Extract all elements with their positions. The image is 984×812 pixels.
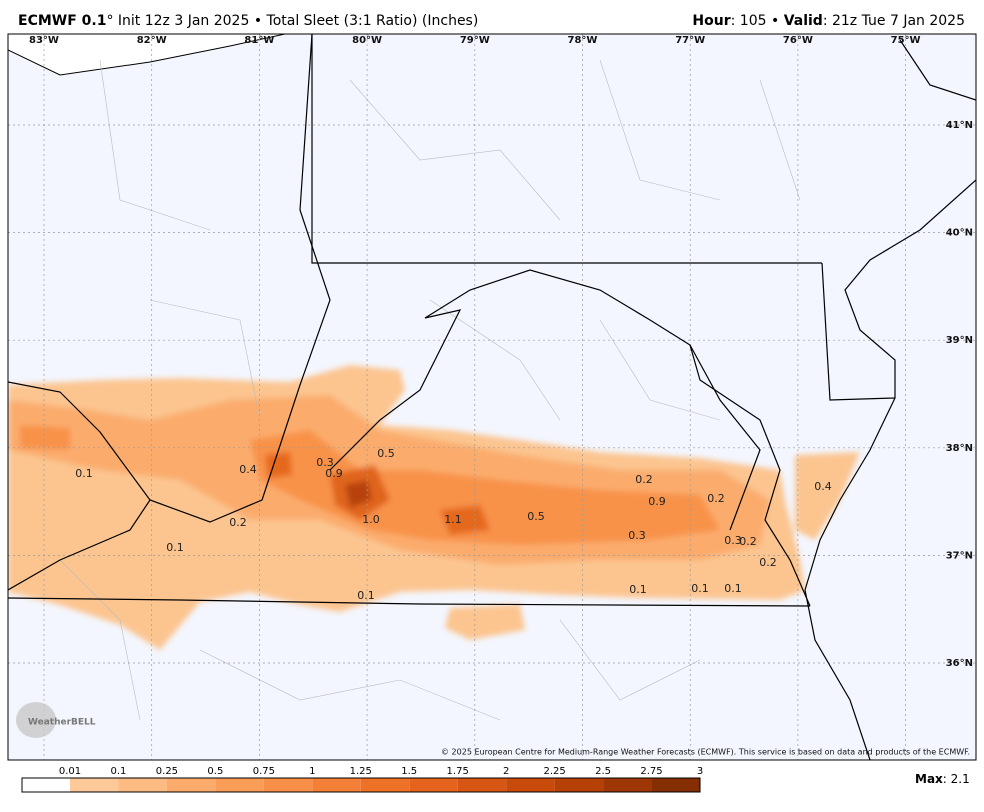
lon-label: 77°W (675, 35, 705, 46)
max-label: Max (915, 772, 943, 786)
contour-label: 0.1 (166, 541, 184, 554)
copyright: © 2025 European Centre for Medium-Range … (441, 748, 970, 757)
contour-label: 0.1 (691, 582, 709, 595)
grid (8, 34, 976, 760)
colorbar-tick-label: 2.5 (595, 766, 611, 777)
lat-label: 36°N (946, 658, 973, 669)
contour-label: 0.1 (75, 467, 93, 480)
logo: WeatherBELL (28, 718, 96, 728)
contour-label: 0.9 (325, 467, 343, 480)
colorbar-tick-label: 1.25 (350, 766, 372, 777)
contour-label: 0.3 (724, 534, 742, 547)
contour-label: 0.2 (635, 473, 653, 486)
colorbar-frame (21, 777, 701, 793)
colorbar-tick-label: 0.01 (59, 766, 81, 777)
contour-label: 0.5 (377, 447, 395, 460)
colorbar-swatch (70, 778, 119, 792)
lon-label: 81°W (244, 35, 274, 46)
colorbar-tick-label: 2 (503, 766, 509, 777)
lon-label: 80°W (352, 35, 382, 46)
lat-label: 41°N (946, 120, 973, 131)
title-rest: ° Init 12z 3 Jan 2025 • Total Sleet (3:1… (106, 13, 478, 29)
contour-label: 0.4 (814, 480, 832, 493)
colorbar-swatch (215, 778, 264, 792)
map: 0.1 0.4 0.3 0.9 0.5 1.0 1.1 0.5 0.2 0.1 … (8, 34, 976, 760)
colorbar-tick-label: 0.25 (156, 766, 178, 777)
colorbar-tick-label: 1.75 (447, 766, 469, 777)
axis-labels: 83°W 82°W 81°W 80°W 79°W 78°W 77°W 76°W 75°W 41°N… (29, 35, 973, 669)
lat-label: 38°N (946, 443, 973, 454)
valid-time: Hour: 105 • Valid: 21z Tue 7 Jan 2025 (692, 13, 965, 29)
borders (8, 34, 976, 760)
lat-label: 37°N (946, 550, 973, 561)
colorbar-tick-label: 0.75 (253, 766, 275, 777)
max-value: : 2.1 (943, 772, 970, 786)
contour-label: 0.1 (357, 589, 375, 602)
colorbar-swatch (166, 778, 216, 792)
contour-label: 0.3 (628, 529, 646, 542)
lake (8, 34, 286, 76)
colorbar-swatch (360, 778, 410, 792)
lon-label: 78°W (568, 35, 598, 46)
contour-label: 0.2 (707, 492, 725, 505)
max: Max: 2.1 (915, 772, 970, 786)
contour-label: 0.5 (527, 510, 545, 523)
colorbar-swatch (312, 778, 361, 792)
colorbar-swatch (409, 778, 458, 792)
contour-label: 0.2 (759, 556, 777, 569)
contour-labels: 0.1 0.4 0.3 0.9 0.5 1.0 1.1 0.5 0.2 0.1 … (75, 447, 832, 602)
colorbar-swatch (603, 778, 652, 792)
colorbar-tick-label: 2.75 (640, 766, 662, 777)
colorbar-swatch (22, 778, 70, 792)
county-lines (59, 59, 801, 721)
colorbar-tick-label: 0.5 (207, 766, 223, 777)
colorbar-tick-label: 1 (309, 766, 315, 777)
contour-label: 1.1 (444, 513, 462, 526)
colorbar-tick-label: 3 (697, 766, 703, 777)
lon-label: 79°W (460, 35, 490, 46)
model: ECMWF 0.1 (18, 13, 106, 29)
colorbar: 0.01 0.1 0.25 0.5 0.75 1 1.25 1.5 1.75 2 2.25 2.5 2.… (21, 766, 703, 793)
contour-label: 0.1 (724, 582, 742, 595)
colorbar-swatch (506, 778, 555, 792)
contour-label: 1.0 (362, 513, 380, 526)
title: ECMWF 0.1° Init 12z 3 Jan 2025 • Total S… (18, 13, 478, 29)
lon-label: 82°W (137, 35, 167, 46)
contour-label: 0.3 (316, 456, 334, 469)
colorbar-swatch (554, 778, 604, 792)
valid-label: Valid (784, 13, 823, 29)
hour-value: : 105 • (731, 13, 784, 29)
map-frame (7, 33, 977, 761)
colorbar-swatch (118, 778, 167, 792)
colorbar-tick-label: 2.25 (543, 766, 565, 777)
contour-label: 0.2 (229, 516, 247, 529)
lat-label: 40°N (946, 228, 973, 239)
colorbar-tick-label: 0.1 (111, 766, 127, 777)
contour-label: 0.4 (239, 463, 257, 476)
lon-label: 76°W (783, 35, 813, 46)
lon-label: 83°W (29, 35, 59, 46)
hour-label: Hour (692, 13, 730, 29)
colorbar-swatch (457, 778, 507, 792)
sleet-field (8, 365, 860, 650)
valid-value: : 21z Tue 7 Jan 2025 (823, 13, 965, 29)
colorbar-swatch (263, 778, 313, 792)
logo-icon (16, 702, 56, 738)
contour-label: 0.2 (739, 535, 757, 548)
colorbar-tick-label: 1.5 (401, 766, 417, 777)
lat-label: 39°N (946, 335, 973, 346)
lon-label: 75°W (891, 35, 921, 46)
contour-label: 0.9 (648, 495, 666, 508)
contour-label: 0.1 (629, 583, 647, 596)
colorbar-swatch (651, 778, 700, 792)
